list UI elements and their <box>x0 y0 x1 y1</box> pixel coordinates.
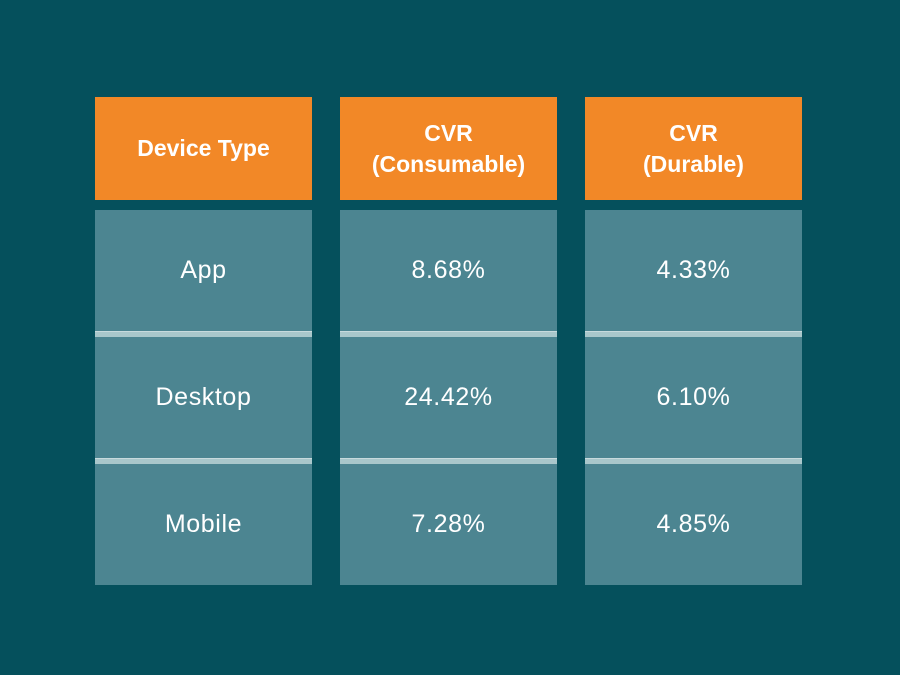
header-label: CVR (Consumable) <box>371 119 526 177</box>
column-header-device-type: Device Type <box>95 97 312 200</box>
cell-value: 7.28% <box>411 510 486 538</box>
cell-value: 24.42% <box>404 383 493 411</box>
table-cell: Mobile <box>95 464 312 585</box>
cell-value: 8.68% <box>411 256 486 284</box>
row-separator <box>585 458 802 464</box>
column-header-cvr-durable: CVR (Durable) <box>585 97 802 200</box>
row-separator <box>340 331 557 337</box>
table-cell: 24.42% <box>340 337 557 458</box>
cell-value: 4.33% <box>656 256 731 284</box>
table-cell: App <box>95 210 312 331</box>
table-cell: 4.33% <box>585 210 802 331</box>
column-header-cvr-consumable: CVR (Consumable) <box>340 97 557 200</box>
row-separator <box>95 458 312 464</box>
table-cell: 8.68% <box>340 210 557 331</box>
column-body-device-type: App Desktop Mobile <box>95 210 312 585</box>
cell-value: 4.85% <box>656 510 731 538</box>
header-label: Device Type <box>137 135 270 161</box>
row-separator <box>340 458 557 464</box>
table-cell: Desktop <box>95 337 312 458</box>
column-cvr-durable: CVR (Durable) 4.33% 6.10% 4.85% <box>585 97 802 585</box>
table-cell: 7.28% <box>340 464 557 585</box>
column-body-cvr-consumable: 8.68% 24.42% 7.28% <box>340 210 557 585</box>
row-separator <box>585 331 802 337</box>
column-body-cvr-durable: 4.33% 6.10% 4.85% <box>585 210 802 585</box>
column-device-type: Device Type App Desktop Mobile <box>95 97 312 585</box>
column-cvr-consumable: CVR (Consumable) 8.68% 24.42% 7.28% <box>340 97 557 585</box>
cell-value: 6.10% <box>656 383 731 411</box>
table-cell: 4.85% <box>585 464 802 585</box>
row-separator <box>95 331 312 337</box>
table-cell: 6.10% <box>585 337 802 458</box>
cell-value: Mobile <box>164 510 243 538</box>
cell-value: App <box>180 256 227 284</box>
device-cvr-table: Device Type App Desktop Mobile CVR (Cons… <box>95 97 802 585</box>
cell-value: Desktop <box>155 383 252 411</box>
header-label: CVR (Durable) <box>643 119 744 177</box>
